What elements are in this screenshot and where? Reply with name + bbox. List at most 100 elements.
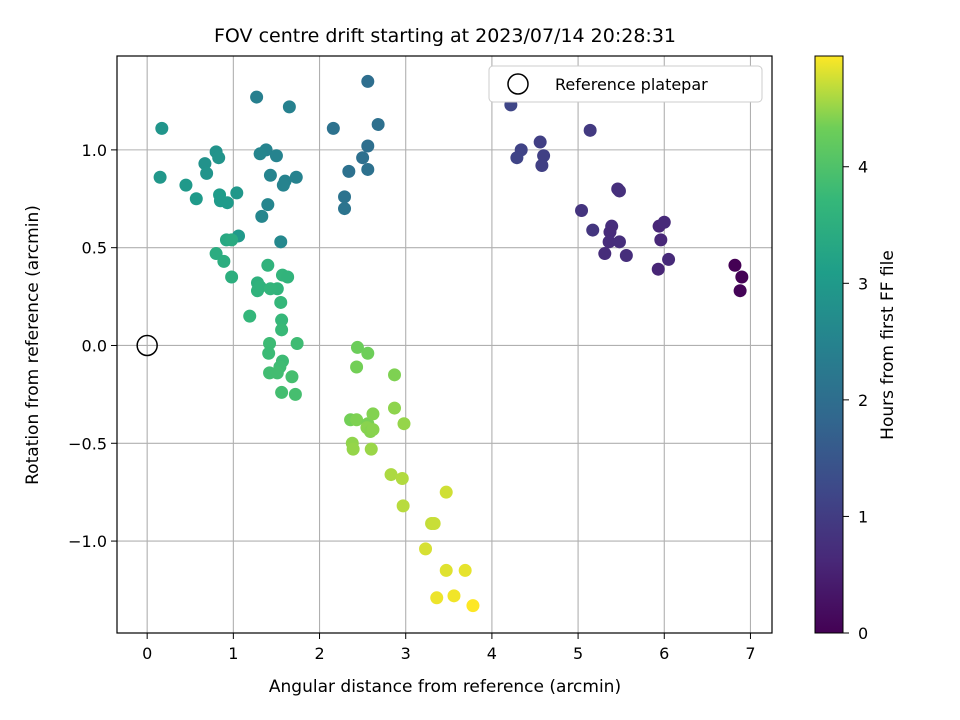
legend-entry-reference: Reference platepar xyxy=(555,75,708,94)
data-point xyxy=(350,360,364,374)
data-point xyxy=(275,385,289,399)
data-point xyxy=(439,563,453,577)
y-tick-label: −1.0 xyxy=(68,532,107,551)
reference-marker-group xyxy=(136,334,158,357)
data-point xyxy=(270,366,284,380)
data-point xyxy=(326,121,340,135)
data-point xyxy=(388,368,402,382)
chart-title: FOV centre drift starting at 2023/07/14 … xyxy=(214,25,676,47)
data-point xyxy=(575,204,589,218)
plot-frame xyxy=(116,55,773,634)
data-point xyxy=(395,471,409,485)
colorbar-ticks: 0 1 2 3 4 xyxy=(843,158,868,643)
colorbar-tick-label: 4 xyxy=(858,158,868,177)
data-point xyxy=(217,254,231,268)
data-point xyxy=(361,346,375,360)
plot-area xyxy=(117,56,772,633)
data-point xyxy=(290,337,304,351)
data-point xyxy=(535,159,549,173)
data-point xyxy=(733,284,747,298)
x-axis-ticks: 0 1 2 3 4 5 6 7 xyxy=(142,633,756,663)
y-tick-label: −0.5 xyxy=(68,434,107,453)
data-point xyxy=(439,485,453,499)
data-point xyxy=(261,258,275,272)
x-tick-label: 4 xyxy=(487,644,497,663)
colorbar-tick-label: 0 xyxy=(858,624,868,643)
data-point xyxy=(261,198,275,212)
data-point xyxy=(350,340,364,354)
data-point xyxy=(657,215,671,229)
data-point xyxy=(243,309,257,323)
data-point xyxy=(275,313,289,327)
data-point xyxy=(276,178,290,192)
data-point xyxy=(397,417,411,431)
data-point xyxy=(212,151,226,165)
data-point xyxy=(388,401,402,415)
x-tick-label: 5 xyxy=(573,644,583,663)
y-axis-ticks: −1.0 −0.5 0.0 0.5 1.0 xyxy=(68,141,117,551)
data-point xyxy=(371,117,385,131)
data-point xyxy=(289,170,303,184)
data-point xyxy=(253,147,267,161)
reference-point xyxy=(136,334,158,357)
data-point xyxy=(651,262,665,276)
data-point xyxy=(430,591,444,605)
data-point xyxy=(447,589,461,603)
data-point xyxy=(662,252,676,266)
data-point xyxy=(583,123,597,137)
data-point xyxy=(262,346,276,360)
data-point xyxy=(510,151,524,165)
y-axis-label: Rotation from reference (arcmin) xyxy=(23,205,43,485)
data-point xyxy=(619,249,633,263)
y-tick-label: 0.0 xyxy=(82,336,107,355)
data-point xyxy=(533,135,547,149)
data-point xyxy=(230,186,244,200)
data-point xyxy=(603,225,617,239)
data-point xyxy=(274,235,288,249)
x-tick-label: 1 xyxy=(228,644,238,663)
data-point xyxy=(735,270,749,284)
colorbar-tick-label: 1 xyxy=(858,507,868,526)
legend: Reference platepar xyxy=(488,65,763,103)
data-point xyxy=(361,74,375,88)
data-point xyxy=(361,162,375,176)
data-point xyxy=(346,442,360,456)
data-point xyxy=(198,157,212,171)
colorbar-tick-label: 2 xyxy=(858,391,868,410)
data-point xyxy=(366,407,380,421)
data-point xyxy=(288,387,302,401)
data-point xyxy=(356,151,370,165)
data-point xyxy=(179,178,193,192)
data-point xyxy=(728,258,742,272)
data-point xyxy=(419,542,433,556)
data-point xyxy=(350,413,364,427)
data-point xyxy=(612,235,626,249)
scatter-points xyxy=(153,74,749,613)
colorbar-label: Hours from first FF file xyxy=(878,250,898,440)
data-point xyxy=(220,196,234,210)
data-point xyxy=(155,121,169,135)
data-point xyxy=(342,164,356,178)
colorbar xyxy=(814,55,844,634)
data-point xyxy=(285,370,299,384)
y-tick-label: 1.0 xyxy=(82,141,107,160)
data-point xyxy=(466,599,480,613)
data-point xyxy=(602,235,616,249)
data-point xyxy=(255,209,269,223)
data-point xyxy=(282,100,296,114)
data-point xyxy=(598,247,612,261)
data-point xyxy=(366,423,380,437)
data-point xyxy=(458,563,472,577)
y-tick-label: 0.5 xyxy=(82,239,107,258)
data-point xyxy=(225,233,239,247)
data-point xyxy=(281,270,295,284)
data-point xyxy=(364,442,378,456)
data-point xyxy=(275,323,289,337)
data-point xyxy=(153,170,167,184)
x-tick-label: 2 xyxy=(314,644,324,663)
data-point xyxy=(200,166,214,180)
legend-reference-marker xyxy=(507,73,529,95)
data-point xyxy=(396,499,410,513)
data-point xyxy=(269,149,283,163)
